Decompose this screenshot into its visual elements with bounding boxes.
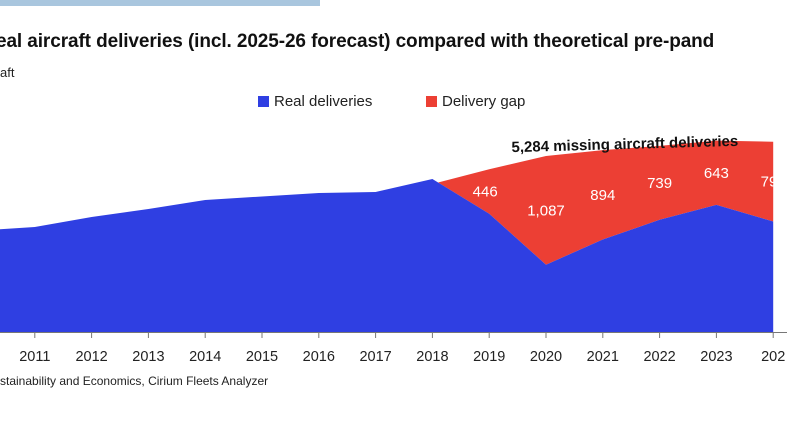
gap-value-labels: 446 1,087 894 739 643 798 (473, 165, 786, 220)
x-tick-label: 2011 (19, 349, 50, 365)
header-accent-bar (0, 0, 320, 6)
y-axis-unit-label: aft (0, 65, 15, 80)
gap-value-label: 1,087 (527, 202, 565, 219)
missing-deliveries-annotation: 5,284 missing aircraft deliveries (511, 133, 738, 156)
gap-value-label: 739 (647, 175, 672, 192)
legend: Real deliveries Delivery gap (0, 93, 787, 113)
gap-value-label: 894 (590, 187, 615, 204)
real-deliveries-area (0, 179, 774, 332)
x-axis-ticks: 2011 2012 2013 2014 2015 2016 2017 2018 2019 2020… (19, 332, 785, 365)
x-tick-label: 2020 (530, 349, 562, 365)
x-tick-label: 2014 (189, 349, 221, 365)
x-tick-label: 2016 (303, 349, 335, 365)
legend-swatch-real-deliveries (258, 96, 269, 107)
legend-label-delivery-gap: Delivery gap (442, 93, 526, 110)
legend-item-delivery-gap: Delivery gap (426, 93, 525, 110)
x-tick-label: 2013 (132, 349, 164, 365)
x-tick-label: 2023 (700, 349, 732, 365)
x-tick-label: 2012 (75, 349, 107, 365)
x-tick-label: 202 (761, 349, 785, 365)
x-tick-label: 2021 (587, 349, 619, 365)
legend-label-real-deliveries: Real deliveries (274, 93, 373, 110)
legend-swatch-delivery-gap (426, 96, 437, 107)
delivery-gap-area (438, 140, 774, 265)
x-tick-label: 2022 (643, 349, 675, 365)
x-tick-label: 2015 (246, 349, 278, 365)
source-note: stainability and Economics, Cirium Fleet… (0, 374, 269, 388)
legend-item-real-deliveries: Real deliveries (258, 93, 372, 110)
x-tick-label: 2017 (359, 349, 391, 365)
x-tick-label: 2019 (473, 349, 505, 365)
gap-value-label: 643 (704, 165, 729, 182)
gap-value-label: 798 (761, 174, 786, 191)
chart-title: eal aircraft deliveries (incl. 2025-26 f… (0, 31, 715, 52)
x-tick-label: 2018 (416, 349, 448, 365)
gap-value-label: 446 (473, 184, 498, 201)
